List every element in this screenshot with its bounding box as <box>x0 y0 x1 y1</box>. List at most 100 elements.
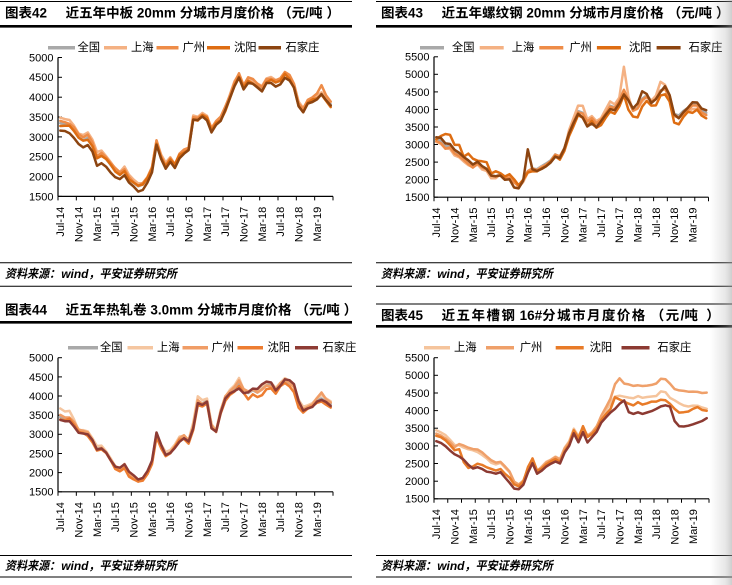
svg-text:4000: 4000 <box>29 391 53 403</box>
svg-text:3000: 3000 <box>29 132 53 144</box>
svg-text:1500: 1500 <box>405 192 429 204</box>
svg-text:Mar-17: Mar-17 <box>202 207 214 242</box>
svg-text:Nov-17: Nov-17 <box>239 502 251 537</box>
svg-text:Nov-17: Nov-17 <box>615 509 627 544</box>
svg-text:4000: 4000 <box>405 104 429 116</box>
svg-text:45: 45 <box>408 308 424 323</box>
svg-text:5500: 5500 <box>405 353 429 365</box>
svg-text:Jul-14: Jul-14 <box>431 208 443 238</box>
svg-text:Nov-15: Nov-15 <box>129 502 141 537</box>
svg-text:Nov-14: Nov-14 <box>450 208 462 243</box>
svg-text:Nov-16: Nov-16 <box>559 208 571 243</box>
svg-text:2000: 2000 <box>405 476 429 488</box>
svg-text:Nov-17: Nov-17 <box>239 207 251 242</box>
svg-text:3500: 3500 <box>405 122 429 134</box>
svg-text:/: / <box>323 303 327 318</box>
svg-text:1500: 1500 <box>29 191 53 203</box>
svg-text:Mar-16: Mar-16 <box>147 502 159 537</box>
svg-text:wind: wind <box>61 267 89 281</box>
svg-text:5000: 5000 <box>405 69 429 81</box>
svg-text:3000: 3000 <box>29 429 53 441</box>
svg-text:Nov-18: Nov-18 <box>669 208 681 243</box>
svg-text:Jul-17: Jul-17 <box>220 207 232 237</box>
svg-text:2000: 2000 <box>405 175 429 187</box>
svg-text:Jul-15: Jul-15 <box>110 207 122 237</box>
svg-text:Jul-15: Jul-15 <box>486 509 498 539</box>
svg-text:Mar-18: Mar-18 <box>633 509 645 544</box>
svg-text:4000: 4000 <box>405 406 429 418</box>
svg-text:3500: 3500 <box>405 423 429 435</box>
svg-text:3.0mm: 3.0mm <box>150 303 193 318</box>
svg-text:3500: 3500 <box>29 410 53 422</box>
svg-text:Mar-19: Mar-19 <box>688 509 700 544</box>
svg-text:5000: 5000 <box>29 52 53 64</box>
svg-text:Mar-16: Mar-16 <box>523 509 535 544</box>
svg-text:wind: wind <box>61 559 89 573</box>
svg-text:3000: 3000 <box>405 139 429 151</box>
svg-text:Jul-18: Jul-18 <box>275 207 287 237</box>
svg-text:20mm: 20mm <box>526 6 565 21</box>
svg-text:4500: 4500 <box>405 87 429 99</box>
svg-text:2500: 2500 <box>29 152 53 164</box>
svg-text:/: / <box>305 6 309 21</box>
svg-text:44: 44 <box>32 303 48 318</box>
svg-text:Mar-15: Mar-15 <box>468 509 480 544</box>
svg-text:Mar-19: Mar-19 <box>312 502 324 537</box>
svg-text:Jul-16: Jul-16 <box>541 509 553 539</box>
svg-text:Mar-18: Mar-18 <box>257 207 269 242</box>
svg-text:Jul-15: Jul-15 <box>486 207 498 237</box>
svg-text:2500: 2500 <box>29 448 53 460</box>
svg-text:Nov-18: Nov-18 <box>294 502 306 537</box>
svg-text:Nov-14: Nov-14 <box>450 509 462 544</box>
svg-text:Nov-16: Nov-16 <box>184 207 196 242</box>
svg-text:Mar-19: Mar-19 <box>687 208 699 243</box>
svg-text:3000: 3000 <box>405 441 429 453</box>
svg-text:Jul-18: Jul-18 <box>651 509 663 539</box>
svg-text:Jul-16: Jul-16 <box>165 502 177 532</box>
svg-text:4500: 4500 <box>405 388 429 400</box>
svg-text:Mar-17: Mar-17 <box>578 509 590 544</box>
svg-text:42: 42 <box>32 6 47 21</box>
svg-text:4000: 4000 <box>29 92 53 104</box>
svg-text:Jul-18: Jul-18 <box>651 208 663 238</box>
svg-text:5500: 5500 <box>405 52 429 64</box>
svg-text:Jul-16: Jul-16 <box>541 208 553 238</box>
svg-text:Jul-17: Jul-17 <box>596 509 608 539</box>
svg-text:20mm: 20mm <box>137 6 176 21</box>
svg-text:Jul-14: Jul-14 <box>55 502 67 532</box>
svg-text:Nov-17: Nov-17 <box>614 208 626 243</box>
svg-text:Mar-19: Mar-19 <box>312 207 324 242</box>
svg-text:Jul-14: Jul-14 <box>55 207 67 237</box>
svg-text:Nov-15: Nov-15 <box>504 208 516 243</box>
svg-text:Nov-14: Nov-14 <box>74 207 86 242</box>
svg-text:Nov-18: Nov-18 <box>294 207 306 242</box>
svg-text:1500: 1500 <box>29 487 53 499</box>
svg-text:4500: 4500 <box>29 372 53 384</box>
svg-text:Mar-15: Mar-15 <box>92 207 104 242</box>
svg-text:Mar-15: Mar-15 <box>92 502 104 537</box>
svg-text:Mar-15: Mar-15 <box>468 208 480 243</box>
svg-text:Nov-16: Nov-16 <box>560 509 572 544</box>
svg-text:Jul-15: Jul-15 <box>110 502 122 532</box>
svg-text:Jul-18: Jul-18 <box>275 502 287 532</box>
svg-text:Mar-16: Mar-16 <box>523 208 535 243</box>
svg-text:Nov-15: Nov-15 <box>129 207 141 242</box>
svg-text:4500: 4500 <box>29 72 53 84</box>
svg-text:Mar-18: Mar-18 <box>633 208 645 243</box>
svg-text:Mar-17: Mar-17 <box>578 208 590 243</box>
svg-text:/: / <box>681 308 685 323</box>
svg-text:Nov-15: Nov-15 <box>505 509 517 544</box>
svg-text:Nov-18: Nov-18 <box>670 509 682 544</box>
svg-text:5000: 5000 <box>405 370 429 382</box>
svg-text:Nov-16: Nov-16 <box>184 502 196 537</box>
svg-text:Nov-14: Nov-14 <box>74 502 86 537</box>
svg-text:1500: 1500 <box>405 494 429 506</box>
svg-text:Jul-17: Jul-17 <box>596 208 608 238</box>
svg-text:Jul-14: Jul-14 <box>431 509 443 539</box>
svg-text:2000: 2000 <box>29 468 53 480</box>
svg-text:wind: wind <box>437 559 465 573</box>
svg-text:Jul-17: Jul-17 <box>220 502 232 532</box>
svg-text:2000: 2000 <box>29 172 53 184</box>
svg-text:/: / <box>695 6 699 21</box>
svg-text:2500: 2500 <box>405 458 429 470</box>
